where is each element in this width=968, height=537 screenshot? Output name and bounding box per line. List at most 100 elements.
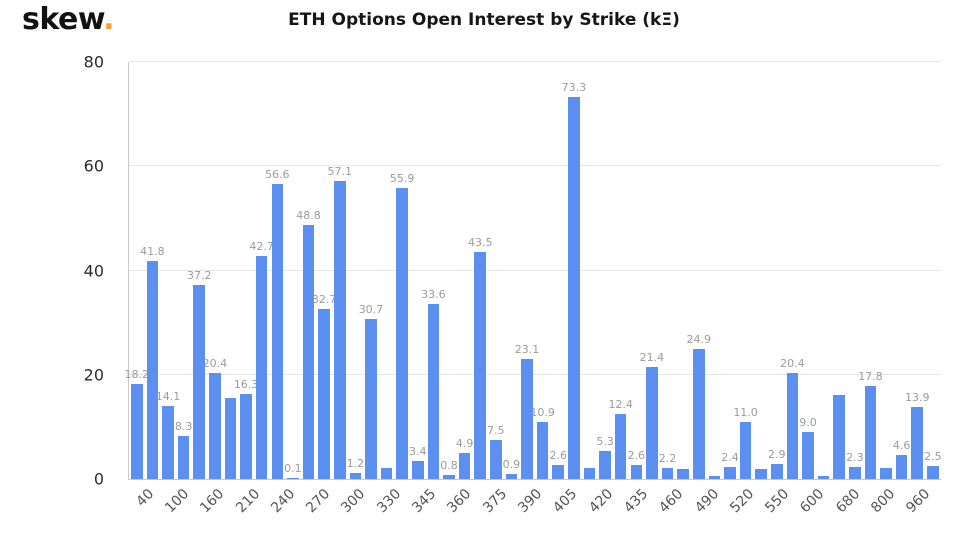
bar-value-label: 5.3 <box>596 435 614 449</box>
bar-slot: 2.2 <box>658 62 677 479</box>
bar-value-label: 57.1 <box>327 165 352 179</box>
bar-slot: 33.6 <box>421 62 446 479</box>
bar <box>271 183 284 479</box>
gridline <box>129 61 941 62</box>
bar <box>599 451 611 479</box>
y-tick-label: 80 <box>83 52 104 72</box>
x-tick-label: 680 <box>832 486 864 517</box>
bar-value-label: 2.3 <box>846 451 864 465</box>
bar-value-label: 16.3 <box>233 378 259 392</box>
x-tick-label: 490 <box>691 486 722 517</box>
bar <box>177 435 190 479</box>
bar <box>771 463 783 479</box>
bar-slot: 41.8 <box>140 62 165 479</box>
x-tick-label: 390 <box>515 486 546 517</box>
bar-value-label: 2.2 <box>658 451 677 465</box>
bar-value-label: 2.9 <box>768 447 786 461</box>
bar <box>349 472 362 479</box>
x-tick-label: 405 <box>550 486 581 517</box>
x-tick-label: 420 <box>585 486 616 517</box>
bar-value-label: 17.8 <box>858 370 883 384</box>
x-axis-tick-labels: 40 100 160 210 240 270 300 330 345 360 375 390 405 42… <box>128 486 940 536</box>
bar-slot: 5.3 <box>596 62 614 479</box>
bar <box>927 465 939 479</box>
bar <box>474 252 486 479</box>
bar <box>911 406 924 479</box>
x-tick-label: 345 <box>409 486 440 517</box>
bar-slot: 42.7 <box>249 62 274 479</box>
y-axis-tick-labels: 0 20 40 60 80 <box>0 53 118 489</box>
x-tick-label: 600 <box>797 486 828 517</box>
y-tick-label: 20 <box>83 365 104 385</box>
bar-value-label: 0.1 <box>284 462 302 476</box>
bar-value-label: 13.9 <box>905 390 930 404</box>
bar <box>817 476 830 479</box>
bar <box>833 394 846 479</box>
bar <box>287 478 299 479</box>
bar <box>755 468 767 479</box>
bar-value-label: 10.9 <box>530 406 555 420</box>
bar <box>739 421 752 479</box>
bar-slot: 43.5 <box>468 62 492 479</box>
bar <box>333 181 346 479</box>
bar-slot: 57.1 <box>327 62 352 479</box>
bar <box>427 303 440 479</box>
bar-slot: 10.9 <box>530 62 555 479</box>
bar-value-label: 11.0 <box>733 405 758 419</box>
x-tick-label: 550 <box>762 486 793 517</box>
bar-value-label: 1.2 <box>346 456 365 470</box>
chart-title: ETH Options Open Interest by Strike (kΞ) <box>288 10 680 30</box>
bar <box>880 467 892 479</box>
x-tick-label: 960 <box>903 486 934 517</box>
bar <box>552 465 565 479</box>
x-tick-label: 800 <box>868 486 899 517</box>
bar-value-label: 73.3 <box>561 80 587 94</box>
gridline <box>129 269 941 271</box>
bar-slot: 2.3 <box>846 62 864 479</box>
bar-slot: 30.7 <box>359 62 383 479</box>
bar <box>536 422 549 479</box>
bar-slot: 17.8 <box>858 62 883 479</box>
bar-value-label: 12.4 <box>608 398 633 412</box>
bar-slot: 0.1 <box>284 62 302 479</box>
bar-slot: 7.5 <box>487 62 505 479</box>
bar-slot: 37.2 <box>187 62 211 479</box>
x-tick-label: 330 <box>373 486 405 517</box>
bar-slot <box>675 62 691 479</box>
bar <box>802 432 814 479</box>
bar-value-label: 18.2 <box>124 368 150 382</box>
bar-value-label: 23.1 <box>514 342 540 356</box>
bar-slot: 9.0 <box>799 62 817 479</box>
bar-slot: 24.9 <box>686 62 711 479</box>
bar <box>240 394 252 479</box>
bar <box>224 398 237 479</box>
bars-container: 18.2 41.8 14.1 8.3 37.2 20.4 16.3 42.7 56.6 0.1 48… <box>125 62 942 479</box>
bar-value-label: 33.6 <box>421 287 446 301</box>
bar-value-label: 42.7 <box>249 240 274 254</box>
bar-value-label: 41.8 <box>140 245 165 259</box>
bar-value-label: 3.4 <box>409 445 427 459</box>
bar-value-label: 4.6 <box>892 439 911 453</box>
bar-slot: 20.4 <box>203 62 227 479</box>
bar <box>786 372 799 479</box>
bar-slot: 2.5 <box>924 62 942 479</box>
x-tick-label: 210 <box>232 486 263 517</box>
bar-slot: 8.3 <box>175 62 192 479</box>
bar-value-label: 2.6 <box>627 449 646 463</box>
x-tick-label: 520 <box>726 486 758 517</box>
bar-slot <box>878 62 894 479</box>
x-tick-label: 460 <box>656 486 687 517</box>
skew-logo-dot: . <box>103 2 115 37</box>
bar-value-label: 48.8 <box>296 208 321 222</box>
bar-slot <box>582 62 598 479</box>
bar-slot: 2.6 <box>627 62 646 479</box>
bar-value-label: 2.4 <box>721 450 739 464</box>
bar-value-label: 20.4 <box>780 356 805 370</box>
bar-slot: 13.9 <box>905 62 930 479</box>
gridline <box>129 165 941 167</box>
bar-slot <box>379 62 395 479</box>
bar <box>505 474 518 479</box>
gridline <box>129 373 941 375</box>
bar <box>302 224 315 479</box>
bar-slot <box>831 62 847 479</box>
